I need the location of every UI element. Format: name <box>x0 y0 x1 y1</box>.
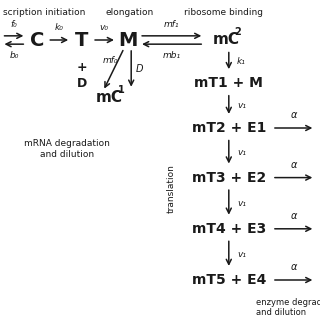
Text: α: α <box>291 110 297 120</box>
Text: C: C <box>30 30 44 50</box>
Text: mT1 + M: mT1 + M <box>194 76 263 90</box>
Text: v₁: v₁ <box>237 101 246 110</box>
Text: f₀: f₀ <box>11 20 18 29</box>
Text: mf₀: mf₀ <box>103 56 118 65</box>
Text: mRNA degradation
and dilution: mRNA degradation and dilution <box>24 139 110 159</box>
Text: enzyme degrada-
and dilution: enzyme degrada- and dilution <box>256 298 320 317</box>
Text: 1: 1 <box>118 84 124 95</box>
Text: 2: 2 <box>235 27 241 37</box>
Text: α: α <box>291 211 297 221</box>
Text: D: D <box>136 64 143 74</box>
Text: mC: mC <box>213 33 240 47</box>
Text: +: + <box>76 61 87 74</box>
Text: α: α <box>291 262 297 272</box>
Text: translation: translation <box>167 164 176 213</box>
Text: mT2 + E1: mT2 + E1 <box>192 121 266 135</box>
Text: mT3 + E2: mT3 + E2 <box>192 171 266 185</box>
Text: α: α <box>291 160 297 170</box>
Text: mf₁: mf₁ <box>164 20 180 29</box>
Text: mC: mC <box>96 90 123 105</box>
Text: elongation: elongation <box>106 8 154 17</box>
Text: v₁: v₁ <box>237 148 246 157</box>
Text: k₁: k₁ <box>237 57 246 66</box>
Text: D: D <box>76 77 87 90</box>
Text: b₀: b₀ <box>9 51 19 60</box>
Text: mT4 + E3: mT4 + E3 <box>192 222 266 236</box>
Text: v₀: v₀ <box>100 23 109 32</box>
Text: T: T <box>75 30 88 50</box>
Text: k₀: k₀ <box>55 23 64 32</box>
Text: mT5 + E4: mT5 + E4 <box>192 273 266 287</box>
Text: v₁: v₁ <box>237 199 246 208</box>
Text: M: M <box>118 30 138 50</box>
Text: mb₁: mb₁ <box>163 51 181 60</box>
Text: v₁: v₁ <box>237 250 246 259</box>
Text: scription initiation: scription initiation <box>3 8 85 17</box>
Text: ribosome binding: ribosome binding <box>184 8 263 17</box>
